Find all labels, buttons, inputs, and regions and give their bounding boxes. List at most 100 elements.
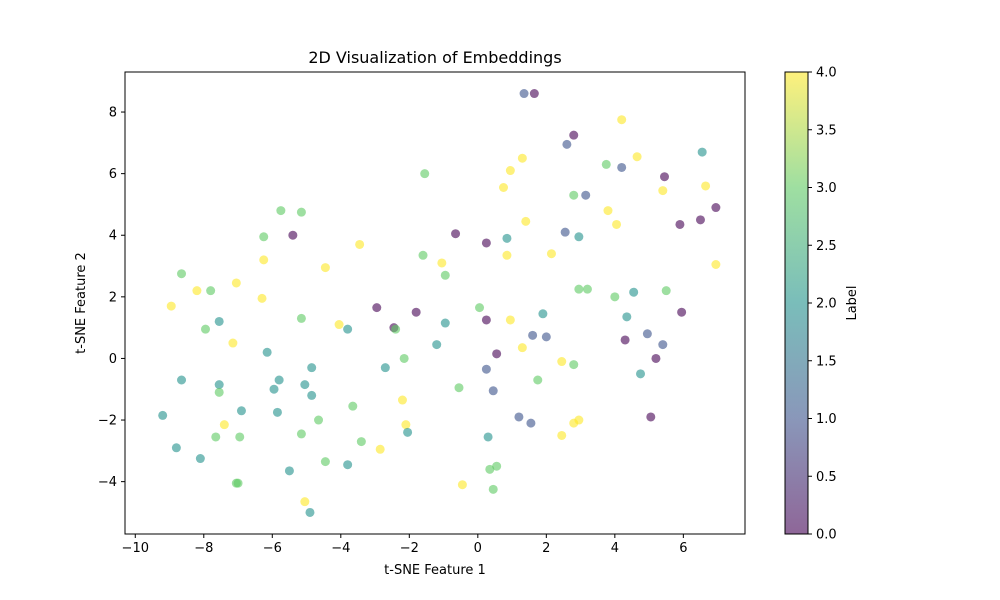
data-point bbox=[296, 429, 306, 439]
colorbar-tick-label: 2.0 bbox=[816, 297, 837, 312]
data-point bbox=[440, 318, 450, 328]
data-point bbox=[617, 162, 627, 172]
data-point bbox=[437, 258, 447, 268]
data-point bbox=[177, 375, 187, 385]
data-point bbox=[166, 301, 176, 311]
data-point bbox=[642, 329, 652, 339]
data-point bbox=[528, 330, 538, 340]
colorbar-title: Label bbox=[845, 285, 860, 320]
data-point bbox=[481, 238, 491, 248]
y-axis-ticks: −4 −2 0 2 4 6 8 bbox=[98, 106, 125, 490]
data-point bbox=[695, 215, 705, 225]
data-point bbox=[636, 369, 646, 379]
data-point bbox=[257, 293, 267, 303]
data-point bbox=[582, 284, 592, 294]
data-point bbox=[451, 229, 461, 239]
data-point bbox=[701, 181, 711, 191]
x-tick-label: 4 bbox=[611, 541, 619, 556]
data-point bbox=[343, 324, 353, 334]
data-point bbox=[517, 153, 527, 163]
data-point bbox=[274, 375, 284, 385]
y-tick-label: 0 bbox=[109, 352, 117, 367]
data-point bbox=[348, 401, 358, 411]
data-point bbox=[533, 375, 543, 385]
colorbar: 0.0 0.5 1.0 1.5 2.0 2.5 3.0 3.5 4.0 Label bbox=[784, 66, 860, 543]
data-point bbox=[562, 139, 572, 149]
data-point bbox=[557, 357, 567, 367]
data-point bbox=[601, 159, 611, 169]
data-point bbox=[296, 313, 306, 323]
data-point bbox=[201, 324, 210, 334]
data-point bbox=[236, 406, 246, 416]
x-tick-label: −4 bbox=[331, 541, 350, 556]
y-tick-label: −4 bbox=[98, 475, 117, 490]
x-tick-label: −6 bbox=[263, 541, 282, 556]
data-point bbox=[488, 484, 498, 494]
data-point bbox=[399, 353, 409, 363]
data-point bbox=[380, 363, 390, 373]
data-point bbox=[485, 464, 495, 474]
y-tick-label: 2 bbox=[109, 290, 117, 305]
data-point bbox=[411, 307, 421, 317]
data-point bbox=[454, 383, 464, 393]
data-point bbox=[228, 338, 238, 348]
data-point bbox=[505, 315, 515, 325]
data-point bbox=[211, 432, 221, 442]
data-point bbox=[581, 190, 591, 200]
colorbar-tick-label: 0.0 bbox=[816, 528, 837, 543]
data-point bbox=[440, 270, 450, 280]
data-point bbox=[675, 219, 685, 229]
data-point bbox=[569, 418, 579, 428]
x-tick-label: 2 bbox=[542, 541, 550, 556]
colorbar-ticks: 0.0 0.5 1.0 1.5 2.0 2.5 3.0 3.5 4.0 bbox=[808, 66, 837, 543]
data-point bbox=[521, 216, 531, 226]
x-tick-label: −8 bbox=[194, 541, 213, 556]
data-point bbox=[192, 286, 202, 296]
data-point bbox=[505, 166, 515, 176]
data-point bbox=[658, 340, 668, 350]
data-point bbox=[499, 183, 509, 192]
data-point bbox=[660, 172, 669, 182]
data-point bbox=[334, 320, 344, 330]
data-point bbox=[661, 286, 671, 296]
data-point bbox=[622, 312, 632, 322]
data-point bbox=[526, 418, 536, 428]
x-tick-label: −10 bbox=[122, 541, 149, 556]
y-tick-label: 6 bbox=[109, 167, 117, 182]
data-point bbox=[343, 460, 353, 470]
data-point bbox=[514, 412, 524, 422]
data-point bbox=[214, 380, 224, 390]
y-axis-title: t-SNE Feature 2 bbox=[74, 252, 89, 354]
data-point bbox=[262, 347, 272, 357]
data-point bbox=[288, 230, 298, 240]
colorbar-tick-label: 3.0 bbox=[816, 181, 837, 196]
colorbar-tick-label: 2.5 bbox=[816, 239, 837, 254]
data-point bbox=[538, 309, 548, 319]
data-point bbox=[305, 507, 315, 517]
x-tick-label: −2 bbox=[400, 541, 419, 556]
data-point bbox=[259, 255, 269, 265]
data-point bbox=[296, 207, 306, 217]
data-point bbox=[488, 386, 498, 396]
data-point bbox=[235, 432, 245, 442]
data-point bbox=[307, 363, 317, 373]
data-point bbox=[492, 349, 502, 359]
data-point bbox=[697, 147, 707, 157]
colorbar-tick-label: 1.0 bbox=[816, 412, 837, 427]
data-point bbox=[632, 152, 642, 162]
data-point bbox=[276, 206, 286, 216]
data-point bbox=[603, 206, 613, 216]
data-point bbox=[658, 186, 668, 196]
data-point bbox=[481, 364, 491, 374]
data-point bbox=[403, 427, 413, 437]
data-point bbox=[214, 387, 224, 397]
data-point bbox=[231, 278, 241, 288]
data-point bbox=[557, 430, 567, 440]
data-point bbox=[560, 227, 570, 237]
colorbar-tick-label: 4.0 bbox=[816, 66, 837, 81]
data-point bbox=[314, 415, 324, 425]
data-point bbox=[519, 89, 529, 99]
colorbar-gradient bbox=[785, 72, 808, 534]
